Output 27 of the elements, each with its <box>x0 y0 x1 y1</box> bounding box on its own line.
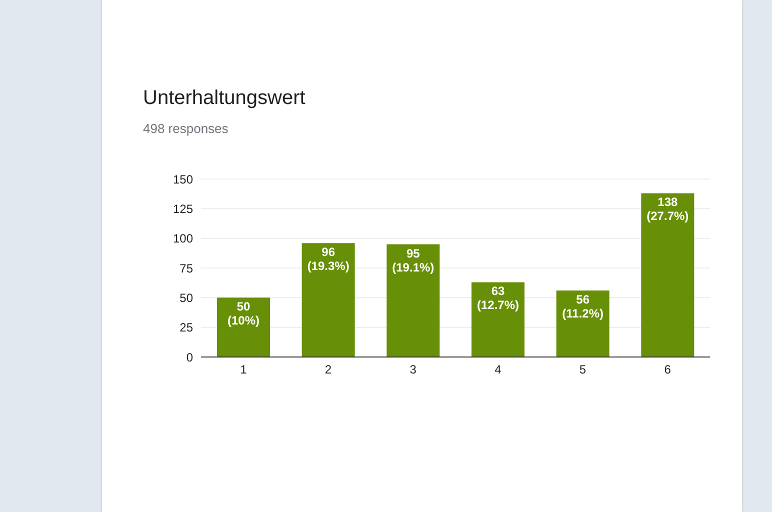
y-tick-label: 0 <box>186 350 194 364</box>
data-label: 138 (27.7%) <box>646 195 689 224</box>
bar <box>302 243 355 357</box>
data-label: 63 (12.7%) <box>476 284 520 312</box>
bar <box>641 193 694 357</box>
y-tick-label: 150 <box>172 172 194 186</box>
y-tick-label: 50 <box>180 290 194 305</box>
x-tick-label: 4 <box>494 362 502 377</box>
x-tick-label: 3 <box>410 362 417 377</box>
y-tick-label: 25 <box>180 320 194 335</box>
x-tick-label: 2 <box>324 362 332 377</box>
data-label: 50 (10%) <box>227 300 260 328</box>
bar <box>386 244 440 357</box>
x-tick-label: 1 <box>240 362 248 377</box>
data-label: 96 (19.3%) <box>307 245 350 274</box>
x-tick-label: 5 <box>579 362 586 377</box>
data-label: 56 (11.2%) <box>562 292 604 321</box>
bar <box>556 290 610 357</box>
bar <box>217 298 270 357</box>
chart-subtitle: 498 responses <box>143 121 228 136</box>
y-tick-label: 100 <box>172 232 194 246</box>
data-label: 95 (19.1%) <box>392 246 434 274</box>
x-tick-label: 6 <box>664 362 672 377</box>
y-tick-label: 125 <box>172 202 194 216</box>
chart-title: Unterhaltungswert <box>143 87 306 110</box>
y-tick-label: 75 <box>180 261 194 276</box>
bar <box>472 282 524 357</box>
